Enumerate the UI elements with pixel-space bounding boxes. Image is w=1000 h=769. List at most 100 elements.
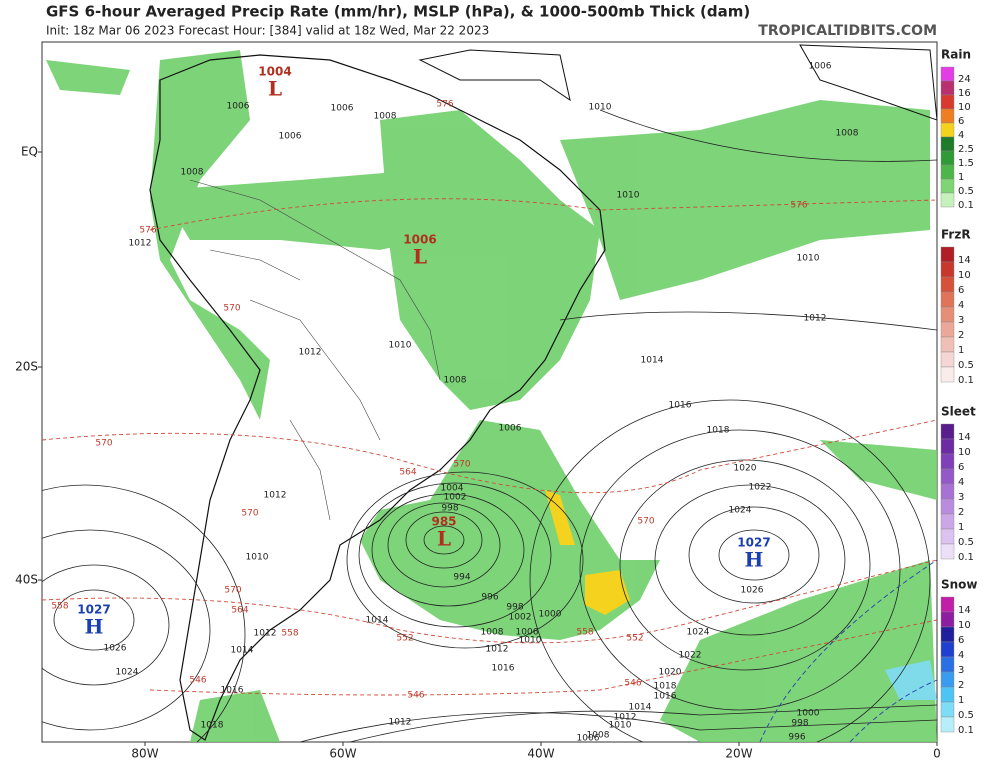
legend-label: 3 (958, 315, 964, 326)
legend-swatch (940, 136, 955, 152)
isobar-label: 1012 (254, 629, 277, 639)
legend-label: 1 (958, 172, 964, 183)
isobar-label: 1010 (609, 721, 632, 731)
isobar-label: 998 (791, 719, 808, 729)
legend-swatch (940, 150, 955, 166)
isobar-label: 1008 (481, 628, 504, 638)
isobar-label: 1012 (389, 718, 412, 728)
legend-swatch (940, 66, 955, 82)
isobar-label: 1026 (104, 644, 127, 654)
thickness-label: 570 (224, 586, 241, 596)
thickness-label: 570 (637, 517, 654, 527)
isobar-label: 998 (506, 603, 523, 613)
legend-swatch (940, 468, 955, 485)
isobar-label: 1024 (729, 506, 752, 516)
isobar-label: 1018 (201, 721, 224, 731)
isobar-label: 996 (788, 733, 805, 743)
legend-swatch (940, 626, 955, 643)
thickness-label: 570 (453, 460, 470, 470)
legend-label: 0.1 (958, 725, 974, 736)
thickness-label: 558 (576, 628, 593, 638)
isobar-label: 1016 (221, 686, 244, 696)
isobar-label: 1002 (509, 613, 532, 623)
isobar-label: 1010 (797, 254, 820, 264)
legend-swatch (940, 108, 955, 124)
isobar-label: 1022 (679, 651, 702, 661)
lon-label: 80W (131, 747, 158, 761)
isobar-label: 1008 (181, 168, 204, 178)
isobar-label: 1014 (641, 356, 664, 366)
lat-label: EQ (21, 145, 38, 159)
isobar-label: 1006 (499, 424, 522, 434)
isobar-label: 1016 (654, 692, 677, 702)
legend-label: 14 (958, 605, 971, 616)
thickness-label: 576 (436, 100, 453, 110)
legend-label: 16 (958, 88, 971, 99)
isobar-label: 1010 (617, 191, 640, 201)
legend-label: 3 (958, 665, 964, 676)
legend-label: 24 (958, 74, 971, 85)
thickness-label: 570 (223, 304, 240, 314)
subtitle: Init: 18z Mar 06 2023 Forecast Hour: [38… (46, 24, 489, 38)
legend-label: 14 (958, 432, 971, 443)
isobar-label: 1024 (687, 628, 710, 638)
legend-swatch (940, 686, 955, 703)
isobar-label: 1008 (444, 376, 467, 386)
center-symbol: L (437, 527, 451, 551)
legend-swatch (940, 246, 955, 263)
legend-label: 1 (958, 695, 964, 706)
legend-swatch (940, 94, 955, 110)
isobar-label: 1006 (227, 102, 250, 112)
legend-label: 14 (958, 255, 971, 266)
legend-swatch (940, 423, 955, 440)
legend-swatch (940, 596, 955, 613)
legend-label: 2 (958, 507, 964, 518)
legend-title: Sleet (941, 405, 976, 419)
isobar-label: 1012 (614, 713, 637, 723)
isobar-label: 1020 (659, 668, 682, 678)
isobar-label: 1014 (231, 646, 254, 656)
legend-label: 1 (958, 522, 964, 533)
legend-label: 4 (958, 650, 964, 661)
thickness-label: 576 (790, 201, 807, 211)
legend-swatch (940, 716, 955, 733)
legend-swatch (940, 366, 955, 383)
legend-swatch (940, 164, 955, 180)
thickness-label: 576 (139, 226, 156, 236)
legend-label: 1 (958, 345, 964, 356)
legend-label: 10 (958, 270, 971, 281)
isobar-label: 1008 (587, 731, 610, 741)
lat-label: 40S (15, 573, 38, 587)
isobar-label: 1026 (741, 586, 764, 596)
isobar-label: 1018 (707, 426, 730, 436)
legend-swatch (940, 80, 955, 96)
isobar-label: 1000 (797, 709, 820, 719)
isobar-label: 1006 (331, 104, 354, 114)
legend-title: Snow (941, 578, 978, 592)
thickness-label: 546 (189, 676, 206, 686)
thickness-label: 564 (399, 468, 416, 478)
thickness-label: 564 (231, 606, 248, 616)
legend-swatch (940, 513, 955, 530)
legend-label: 0.1 (958, 375, 974, 386)
legend-swatch (940, 122, 955, 138)
legend-label: 10 (958, 447, 971, 458)
legend-label: 0.1 (958, 200, 974, 211)
thickness-lines (42, 198, 937, 696)
legend-label: 0.5 (958, 186, 974, 197)
heavy-precip (545, 490, 630, 615)
center-value: 1027 (77, 603, 110, 617)
legend-swatch (940, 276, 955, 293)
thickness-label: 546 (407, 691, 424, 701)
thickness-label: 552 (626, 634, 643, 644)
thickness-label: 570 (95, 439, 112, 449)
center-value: 1027 (737, 536, 770, 550)
legend-label: 6 (958, 116, 964, 127)
isobar-label: 1010 (519, 636, 542, 646)
legend-label: 0.5 (958, 710, 974, 721)
thickness-label: 558 (51, 602, 68, 612)
legend-swatch (940, 438, 955, 455)
legend-swatch (940, 701, 955, 718)
